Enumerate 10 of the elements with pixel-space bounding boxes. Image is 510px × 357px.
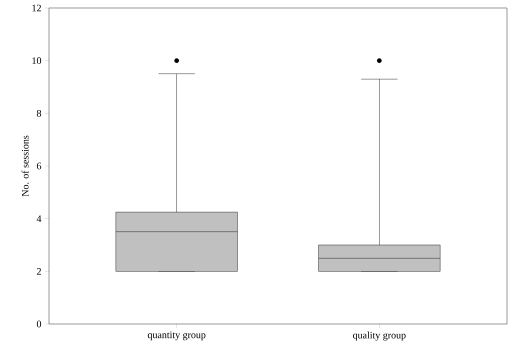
y-tick-label: 4	[36, 215, 42, 222]
x-tick-label: quality group	[352, 332, 406, 341]
y-tick-label: 0	[36, 320, 42, 328]
y-tick-label: 2	[36, 268, 41, 275]
y-tick-label: 8	[36, 110, 42, 117]
y-axis-title: No. of sessions	[22, 136, 29, 196]
y-tick-label: 12	[32, 4, 41, 12]
y-tick-label: 10	[32, 57, 42, 64]
x-tick-label: quantity group	[148, 332, 206, 340]
y-tick-label: 6	[36, 162, 42, 170]
